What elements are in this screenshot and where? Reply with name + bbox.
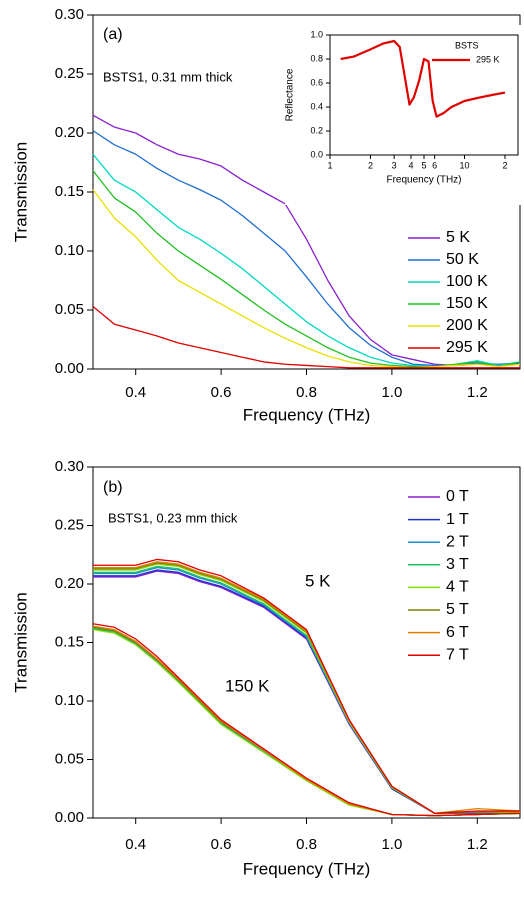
x-tick-label: 4: [408, 160, 413, 170]
x-tick-label: 1.0: [381, 836, 402, 853]
y-tick-label: 0.00: [55, 809, 84, 826]
legend-label: 5 K: [446, 229, 470, 246]
legend-label: 6 T: [446, 624, 469, 641]
legend-label: 5 T: [446, 601, 469, 618]
x-tick-label: 0.6: [211, 384, 232, 401]
y-tick-label: 0.25: [55, 65, 84, 82]
x-tick-label: 1.2: [467, 384, 488, 401]
x-tick-label: 2: [502, 160, 507, 170]
annotation: 5 K: [305, 571, 331, 590]
x-tick-label: 0.8: [296, 384, 317, 401]
x-tick-label: 1.0: [381, 384, 402, 401]
y-tick-label: 0.20: [55, 575, 84, 592]
x-axis-title: Frequency (THz): [243, 405, 371, 424]
legend-title: BSTS: [455, 40, 479, 50]
y-tick-label: 0.10: [55, 692, 84, 709]
legend-label: 295 K: [476, 54, 500, 64]
data-line: [92, 623, 521, 817]
legend-label: 7 T: [446, 646, 469, 663]
data-line: [92, 305, 520, 369]
y-axis-title: Reflectance: [285, 68, 296, 121]
data-line: [92, 170, 521, 368]
annotation: BSTS1, 0.23 mm thick: [108, 510, 238, 525]
x-tick-label: 6: [432, 160, 437, 170]
y-tick-label: 0.15: [55, 633, 84, 650]
y-tick-label: 0.15: [55, 183, 84, 200]
x-tick-label: 0.8: [296, 836, 317, 853]
x-tick-label: 5: [421, 160, 426, 170]
y-tick-label: 1.0: [310, 29, 323, 39]
data-line: [93, 561, 521, 814]
y-tick-label: 0.0: [310, 149, 323, 159]
y-tick-label: 0.6: [310, 77, 323, 87]
y-tick-label: 0.4: [310, 101, 323, 111]
legend-label: 0 T: [446, 488, 469, 505]
annotation: (a): [103, 26, 123, 43]
x-tick-label: 0.4: [125, 384, 146, 401]
y-tick-label: 0.25: [55, 516, 84, 533]
x-tick-label: 0.6: [211, 836, 232, 853]
y-axis-title: Transmission: [11, 592, 30, 692]
y-tick-label: 0.2: [310, 125, 323, 135]
data-line: [340, 39, 506, 118]
y-tick-label: 0.05: [55, 750, 84, 767]
y-tick-label: 0.00: [55, 360, 84, 377]
y-tick-label: 0.20: [55, 124, 84, 141]
legend-label: 100 K: [446, 273, 488, 290]
x-tick-label: 1: [327, 160, 332, 170]
x-tick-label: 0.4: [125, 836, 146, 853]
legend-label: 1 T: [446, 511, 469, 528]
legend-label: 150 K: [446, 295, 488, 312]
legend-label: 4 T: [446, 579, 469, 596]
y-tick-label: 0.30: [55, 6, 84, 23]
y-tick-label: 0.8: [310, 53, 323, 63]
annotation: (b): [103, 479, 123, 496]
x-tick-label: 2: [368, 160, 373, 170]
data-line: [93, 558, 520, 814]
x-tick-label: 10: [459, 160, 469, 170]
x-axis-title: Frequency (THz): [386, 175, 461, 186]
y-tick-label: 0.30: [55, 458, 84, 475]
inset-background: [285, 25, 523, 205]
y-tick-label: 0.05: [55, 301, 84, 318]
data-line: [92, 189, 521, 369]
legend-label: 50 K: [446, 251, 479, 268]
x-axis-title: Frequency (THz): [243, 859, 371, 878]
y-axis-title: Transmission: [11, 142, 30, 242]
x-tick-label: 3: [392, 160, 397, 170]
annotation: BSTS1, 0.31 mm thick: [103, 69, 233, 84]
legend-label: 200 K: [446, 317, 488, 334]
annotation: 150 K: [225, 676, 270, 695]
legend-label: 2 T: [446, 533, 469, 550]
x-tick-label: 1.2: [467, 836, 488, 853]
legend-label: 295 K: [446, 339, 488, 356]
y-tick-label: 0.10: [55, 242, 84, 259]
legend-label: 3 T: [446, 556, 469, 573]
